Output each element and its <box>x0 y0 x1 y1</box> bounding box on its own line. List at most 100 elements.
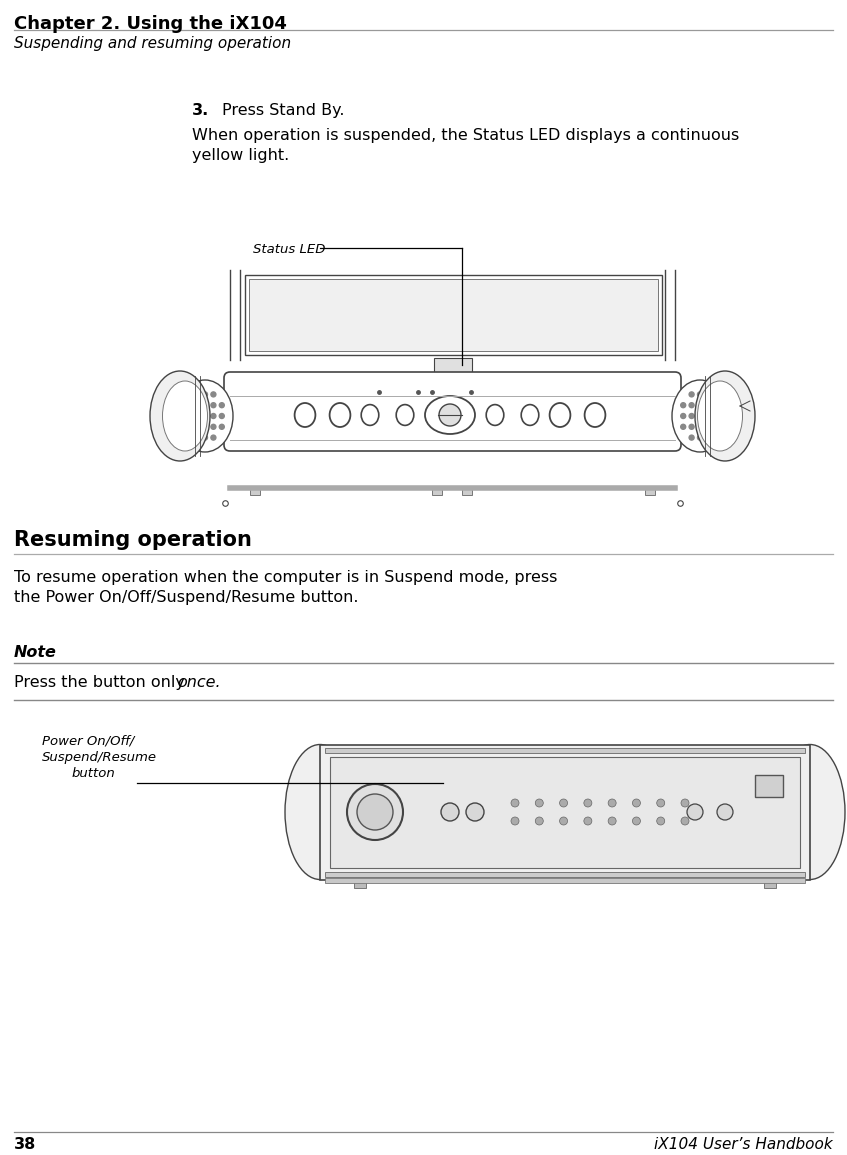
Circle shape <box>687 804 703 820</box>
Circle shape <box>194 413 199 418</box>
Circle shape <box>714 413 719 418</box>
Bar <box>764 882 776 888</box>
Circle shape <box>717 804 733 820</box>
Circle shape <box>714 403 719 408</box>
Circle shape <box>185 413 191 418</box>
Circle shape <box>689 435 694 440</box>
Circle shape <box>697 435 702 440</box>
Circle shape <box>185 424 191 430</box>
Ellipse shape <box>150 371 210 461</box>
Ellipse shape <box>295 403 315 427</box>
Circle shape <box>211 424 216 430</box>
Text: once.: once. <box>177 675 220 690</box>
Bar <box>755 775 783 797</box>
Circle shape <box>194 392 199 397</box>
Circle shape <box>656 817 665 825</box>
Circle shape <box>706 403 711 408</box>
Circle shape <box>194 435 199 440</box>
Circle shape <box>202 424 208 430</box>
Circle shape <box>608 817 616 825</box>
Text: Resuming operation: Resuming operation <box>14 530 252 550</box>
Ellipse shape <box>775 745 845 879</box>
Circle shape <box>211 403 216 408</box>
Bar <box>320 745 810 880</box>
Ellipse shape <box>697 381 743 450</box>
Circle shape <box>194 403 199 408</box>
Circle shape <box>656 799 665 807</box>
Circle shape <box>681 413 686 418</box>
Text: Press Stand By.: Press Stand By. <box>222 103 345 118</box>
Bar <box>432 487 442 495</box>
Circle shape <box>633 817 640 825</box>
Text: Suspend/Resume: Suspend/Resume <box>42 751 157 763</box>
Text: iX104 User’s Handbook: iX104 User’s Handbook <box>654 1137 833 1152</box>
Circle shape <box>357 793 393 830</box>
Circle shape <box>219 413 224 418</box>
Bar <box>645 487 655 495</box>
Ellipse shape <box>584 403 606 427</box>
Circle shape <box>511 799 519 807</box>
Circle shape <box>202 392 208 397</box>
Ellipse shape <box>550 403 570 427</box>
Circle shape <box>466 803 484 821</box>
Bar <box>250 487 260 495</box>
Circle shape <box>697 403 702 408</box>
Circle shape <box>535 799 543 807</box>
Bar <box>462 487 472 495</box>
Bar <box>434 358 472 377</box>
Circle shape <box>681 424 686 430</box>
Circle shape <box>706 424 711 430</box>
Ellipse shape <box>163 381 208 450</box>
FancyBboxPatch shape <box>224 372 681 450</box>
Circle shape <box>211 392 216 397</box>
Circle shape <box>441 803 459 821</box>
Text: Power On/Off/: Power On/Off/ <box>42 735 135 748</box>
Ellipse shape <box>361 404 379 425</box>
Bar <box>325 878 805 884</box>
Bar <box>325 872 805 877</box>
Text: When operation is suspended, the Status LED displays a continuous: When operation is suspended, the Status … <box>192 128 739 143</box>
Ellipse shape <box>439 404 461 426</box>
Text: Status LED: Status LED <box>253 243 325 256</box>
Circle shape <box>211 413 216 418</box>
Circle shape <box>697 392 702 397</box>
Ellipse shape <box>329 403 351 427</box>
Bar <box>325 748 805 753</box>
Circle shape <box>706 413 711 418</box>
Ellipse shape <box>425 396 475 434</box>
Circle shape <box>689 403 694 408</box>
Circle shape <box>347 784 403 840</box>
Circle shape <box>706 392 711 397</box>
Circle shape <box>689 392 694 397</box>
Circle shape <box>706 435 711 440</box>
Text: Suspending and resuming operation: Suspending and resuming operation <box>14 36 291 51</box>
Ellipse shape <box>285 745 355 879</box>
Ellipse shape <box>396 404 414 425</box>
Circle shape <box>608 799 616 807</box>
Circle shape <box>511 817 519 825</box>
Text: 38: 38 <box>14 1137 36 1152</box>
Circle shape <box>681 817 689 825</box>
Circle shape <box>211 435 216 440</box>
Circle shape <box>202 413 208 418</box>
Circle shape <box>202 435 208 440</box>
Circle shape <box>697 413 702 418</box>
Circle shape <box>681 403 686 408</box>
Circle shape <box>535 817 543 825</box>
Ellipse shape <box>695 371 755 461</box>
Circle shape <box>681 799 689 807</box>
Circle shape <box>560 817 567 825</box>
Bar <box>354 882 366 888</box>
Circle shape <box>584 799 592 807</box>
Text: 3.: 3. <box>192 103 209 118</box>
Circle shape <box>697 424 702 430</box>
Circle shape <box>202 403 208 408</box>
Circle shape <box>584 817 592 825</box>
Ellipse shape <box>521 404 539 425</box>
Ellipse shape <box>672 380 728 452</box>
Bar <box>249 280 658 351</box>
Circle shape <box>689 413 694 418</box>
Bar <box>330 757 800 869</box>
Ellipse shape <box>177 380 233 452</box>
Text: Chapter 2. Using the iX104: Chapter 2. Using the iX104 <box>14 15 287 33</box>
